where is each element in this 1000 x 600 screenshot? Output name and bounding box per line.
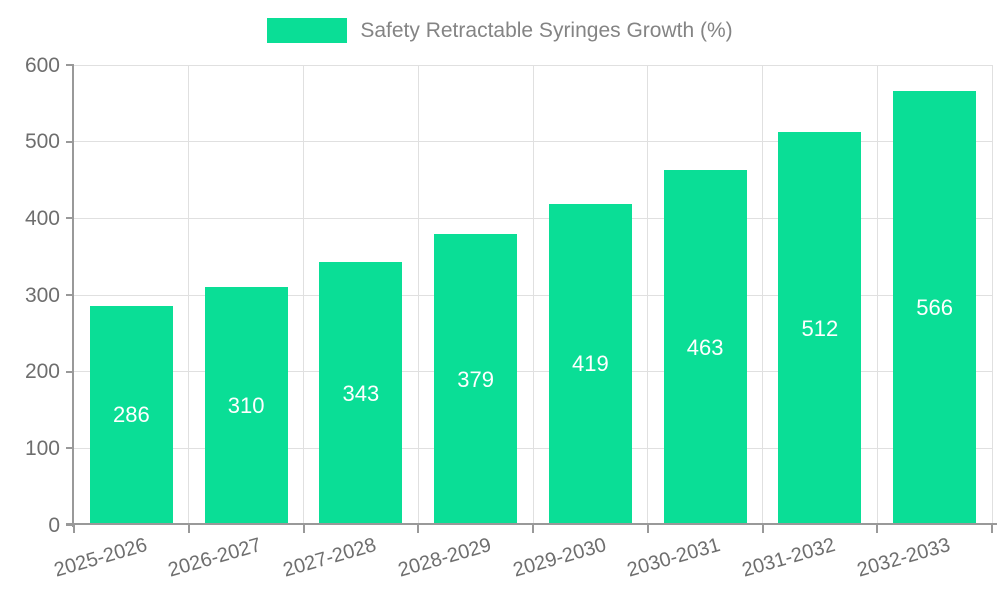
bar[interactable]: 512 xyxy=(778,132,862,525)
x-axis-tick-label: 2027-2028 xyxy=(280,534,379,582)
y-axis-tick-label: 400 xyxy=(24,206,60,230)
v-gridline xyxy=(762,65,763,525)
x-axis-tick xyxy=(761,525,764,533)
x-axis-tick xyxy=(532,525,534,533)
bar-value-label: 512 xyxy=(801,315,839,341)
y-axis-tick-label: 500 xyxy=(24,130,60,154)
x-axis-tick-label: 2025-2026 xyxy=(51,534,150,582)
bar-value-label: 419 xyxy=(572,351,609,377)
x-axis-tick-label: 2026-2027 xyxy=(166,534,265,582)
y-axis-tick xyxy=(66,370,74,373)
y-axis-tick xyxy=(66,524,74,526)
bar[interactable]: 379 xyxy=(434,234,518,525)
bar-value-label: 343 xyxy=(342,380,380,406)
y-axis-tick-label: 100 xyxy=(24,436,60,460)
y-axis-tick xyxy=(66,64,74,66)
v-gridline xyxy=(303,65,304,525)
x-axis-line xyxy=(66,523,997,525)
x-axis-tick xyxy=(417,525,420,533)
y-axis-line xyxy=(72,65,74,527)
legend-swatch[interactable] xyxy=(267,18,348,43)
bar[interactable]: 463 xyxy=(663,170,747,525)
y-axis-tick-label: 0 xyxy=(48,513,60,537)
v-gridline xyxy=(876,65,878,525)
x-axis-tick xyxy=(646,525,649,533)
v-gridline xyxy=(417,65,419,525)
v-gridline xyxy=(532,65,534,525)
x-axis-tick xyxy=(991,525,993,533)
x-axis-tick xyxy=(876,525,879,533)
x-axis-tick-label: 2031-2032 xyxy=(739,534,838,582)
x-axis-tick xyxy=(187,525,190,533)
bar-value-label: 566 xyxy=(916,295,953,321)
y-axis-tick-label: 300 xyxy=(24,283,60,307)
v-gridline xyxy=(188,65,190,525)
y-axis-tick xyxy=(66,217,74,220)
bar[interactable]: 286 xyxy=(89,305,173,525)
x-axis-tick-label: 2032-2033 xyxy=(854,534,953,582)
bar[interactable]: 343 xyxy=(319,262,403,525)
bar-value-label: 379 xyxy=(457,366,494,392)
x-axis-tick xyxy=(73,525,75,533)
bar-value-label: 463 xyxy=(686,334,724,360)
legend[interactable]: Safety Retractable Syringes Growth (%) xyxy=(0,18,1000,43)
y-axis-tick-label: 200 xyxy=(24,360,60,384)
y-axis-tick xyxy=(66,294,74,296)
x-axis-tick xyxy=(302,525,305,533)
plot-area: 286 310 343 379 419 463 512 566 xyxy=(74,64,993,525)
legend-label: Safety Retractable Syringes Growth (%) xyxy=(360,19,733,42)
bar[interactable]: 310 xyxy=(204,287,288,525)
bar[interactable]: 566 xyxy=(893,91,977,525)
bar[interactable]: 419 xyxy=(548,203,632,525)
bar-value-label: 286 xyxy=(113,402,150,428)
v-gridline xyxy=(647,65,649,525)
x-axis-tick-label: 2030-2031 xyxy=(625,534,724,582)
y-axis-tick xyxy=(66,140,74,143)
x-axis-tick-label: 2029-2030 xyxy=(510,534,609,582)
x-axis-tick-label: 2028-2029 xyxy=(395,534,494,582)
v-gridline xyxy=(991,65,993,525)
bar-value-label: 310 xyxy=(227,393,265,419)
y-axis-tick-label: 600 xyxy=(24,53,60,77)
y-axis-tick xyxy=(66,447,74,450)
